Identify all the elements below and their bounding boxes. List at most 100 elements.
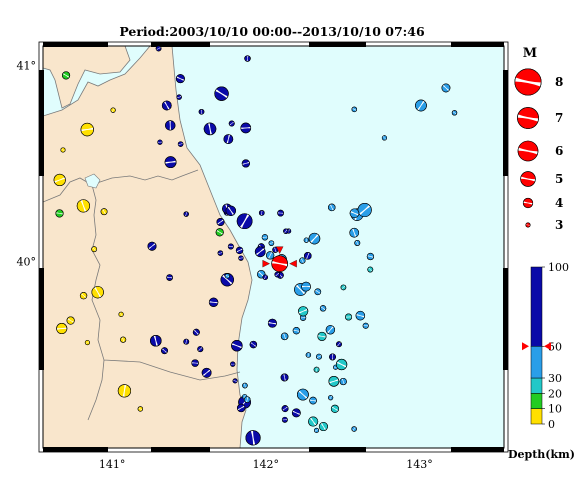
focal-mechanism: [301, 281, 311, 292]
focal-mechanism: [244, 55, 251, 62]
focal-mechanism: [161, 347, 168, 355]
focal-mechanism: [79, 292, 88, 300]
focal-mechanism: [216, 218, 225, 226]
magnitude-legend-label: 5: [555, 172, 563, 186]
focal-mechanism: [91, 286, 104, 299]
focal-mechanism: [316, 353, 322, 360]
focal-mechanism: [243, 396, 251, 403]
focal-mechanism: [274, 271, 281, 278]
focal-mechanism: [157, 139, 163, 145]
focal-mechanism: [299, 257, 306, 264]
mainshock-beachball: [271, 255, 288, 272]
frame-bar-segment: [151, 42, 210, 47]
focal-mechanism: [325, 325, 336, 335]
frame-bar-outline: [38, 41, 509, 453]
focal-mechanism: [183, 338, 190, 345]
focal-mechanism: [318, 421, 328, 432]
focal-mechanism: [197, 346, 204, 353]
focal-mechanism: [118, 311, 124, 317]
frame-bar-segment: [503, 70, 508, 176]
focal-mechanism: [161, 100, 172, 111]
focal-mechanism: [381, 135, 388, 141]
magnitude-legend-label: 3: [555, 218, 563, 232]
focal-mechanism: [238, 255, 244, 261]
depth-tick-label: 10: [548, 403, 562, 416]
focal-mechanism: [175, 74, 185, 84]
frame-bar-segment: [503, 268, 508, 370]
focal-mechanism: [258, 210, 265, 216]
focal-mechanism: [272, 246, 279, 253]
focal-mechanism: [249, 340, 258, 349]
focal-mechanism: [192, 328, 200, 336]
focal-mechanism: [242, 394, 248, 400]
focal-mechanism: [339, 377, 347, 386]
focal-mechanism: [117, 384, 132, 398]
depth-band: [530, 377, 543, 394]
longitude-tick-label: 143°: [406, 458, 433, 471]
focal-mechanism: [357, 202, 372, 218]
frame-bar-segment: [39, 268, 44, 370]
focal-mechanism: [328, 203, 336, 212]
focal-mechanism: [283, 228, 289, 234]
focal-mechanism: [177, 141, 184, 147]
magnitude-legend-ball: [525, 222, 531, 228]
focal-mechanism: [150, 334, 162, 347]
focal-mechanism: [165, 120, 176, 131]
mainshock-mechanism: [262, 246, 297, 272]
frame-scale-bars: [38, 41, 509, 453]
focal-mechanism: [291, 408, 301, 418]
focal-mechanism: [415, 99, 427, 112]
mainshock-marker: [275, 246, 284, 255]
latitude-tick-label: 40°: [17, 256, 37, 269]
focal-mechanism: [349, 227, 360, 238]
focal-mechanism: [317, 331, 327, 341]
focal-mechanism: [451, 110, 458, 116]
focal-mechanism: [191, 359, 199, 367]
focal-mechanism: [328, 375, 340, 387]
frame-bar-segment: [451, 42, 504, 47]
focal-mechanism: [305, 352, 312, 358]
focal-mechanism: [183, 211, 189, 217]
magnitude-legend-label: 4: [555, 196, 563, 210]
focal-mechanism: [281, 405, 289, 413]
focal-mechanism: [235, 246, 244, 255]
focal-mechanism: [254, 246, 266, 258]
focal-mechanism: [228, 120, 235, 127]
focal-mechanism: [230, 361, 236, 367]
frame-bar-segment: [39, 70, 44, 176]
focal-mechanism: [76, 199, 90, 213]
magnitude-legend-label: 8: [555, 75, 563, 89]
focal-mechanism: [110, 107, 116, 113]
focal-mechanism: [340, 284, 347, 291]
focal-mechanism: [267, 318, 277, 328]
depth-legend-title: Depth(km): [508, 448, 575, 461]
focal-mechanism: [198, 108, 205, 115]
focal-mechanism: [268, 240, 275, 246]
focal-mechanism: [176, 94, 182, 100]
focal-mechanism: [241, 159, 250, 168]
focal-mechanism: [242, 382, 248, 389]
focal-mechanism: [280, 332, 289, 341]
focal-mechanism: [297, 388, 309, 401]
focal-mechanism: [214, 86, 229, 101]
focal-mechanism: [227, 243, 234, 250]
depth-band: [530, 266, 543, 347]
focal-mechanism: [314, 427, 320, 433]
magnitude-legend: M 8 7 6 5 4 3: [514, 46, 563, 232]
frame-bar-segment: [309, 42, 366, 47]
mainshock-marker: [289, 259, 297, 268]
axis-ticks: 141° 142° 143° 40° 41°: [17, 60, 433, 471]
focal-mechanism: [236, 213, 253, 230]
focal-mechanism: [308, 232, 321, 245]
focal-mechanism: [91, 246, 98, 253]
focal-mechanism: [308, 416, 319, 427]
magnitude-legend-label: 7: [555, 111, 563, 125]
focal-mechanism: [147, 241, 157, 251]
depth-tick-label: 20: [548, 387, 562, 400]
frame-bar-segment: [43, 42, 108, 47]
depth-tick-label: 0: [548, 418, 555, 431]
focal-mechanism: [351, 426, 357, 432]
focal-mechanism: [298, 306, 309, 317]
